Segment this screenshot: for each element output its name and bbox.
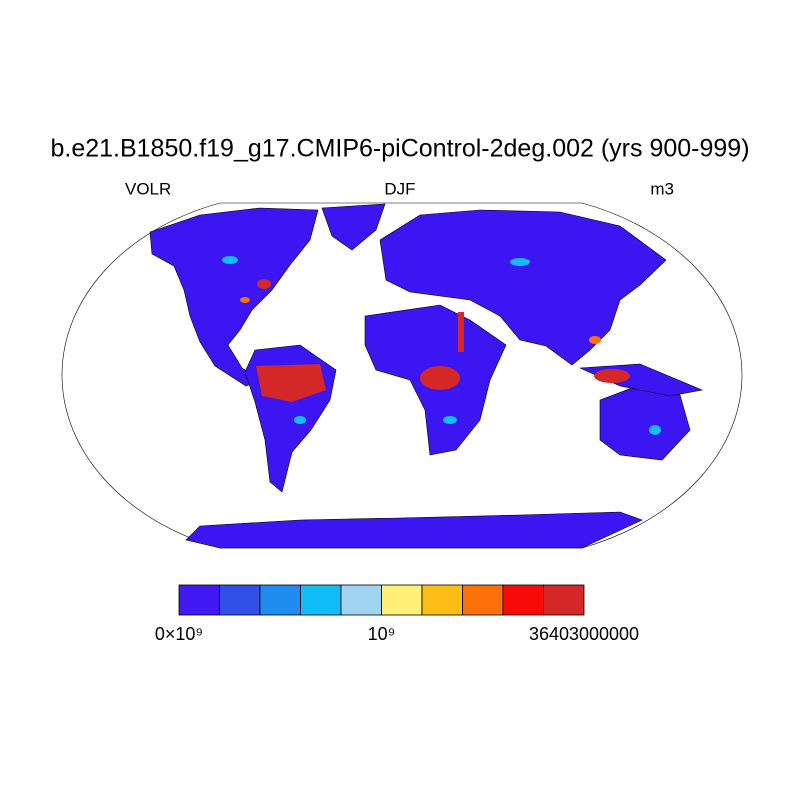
indonesia-high	[594, 369, 630, 383]
spot	[294, 416, 306, 424]
colorbar-label: 0×10⁹	[155, 624, 203, 644]
colorbar-box	[219, 584, 261, 616]
spot	[649, 425, 661, 435]
map	[61, 202, 743, 549]
nile-high	[458, 312, 464, 352]
north-america	[149, 207, 319, 387]
colorbar-box	[543, 584, 585, 616]
greenland	[321, 203, 386, 251]
congo-high	[420, 366, 460, 390]
colorbar-box	[340, 584, 382, 616]
colorbar-box	[259, 584, 301, 616]
left-string: VOLR	[125, 179, 171, 198]
colorbar-label: 36403000000	[529, 624, 639, 644]
center-string: DJF	[384, 179, 415, 198]
right-string: m3	[650, 179, 674, 198]
amazon-high	[256, 364, 326, 402]
spot	[443, 416, 457, 424]
antarctica	[185, 511, 643, 549]
colorbar-box	[502, 584, 544, 616]
colorbar: 0×10⁹ 10⁹ 36403000000	[155, 584, 639, 644]
colorbar-box	[381, 584, 423, 616]
spot	[589, 336, 601, 344]
spot	[222, 256, 238, 264]
colorbar-box	[300, 584, 342, 616]
colorbar-box	[421, 584, 463, 616]
mississippi-high	[257, 279, 271, 289]
spot	[510, 258, 530, 266]
eurasia	[379, 209, 667, 366]
colorbar-label: 10⁹	[368, 624, 396, 644]
spot	[240, 297, 250, 303]
colorbar-box	[178, 584, 220, 616]
colorbar-box	[462, 584, 504, 616]
title: b.e21.B1850.f19_g17.CMIP6-piControl-2deg…	[50, 135, 749, 163]
